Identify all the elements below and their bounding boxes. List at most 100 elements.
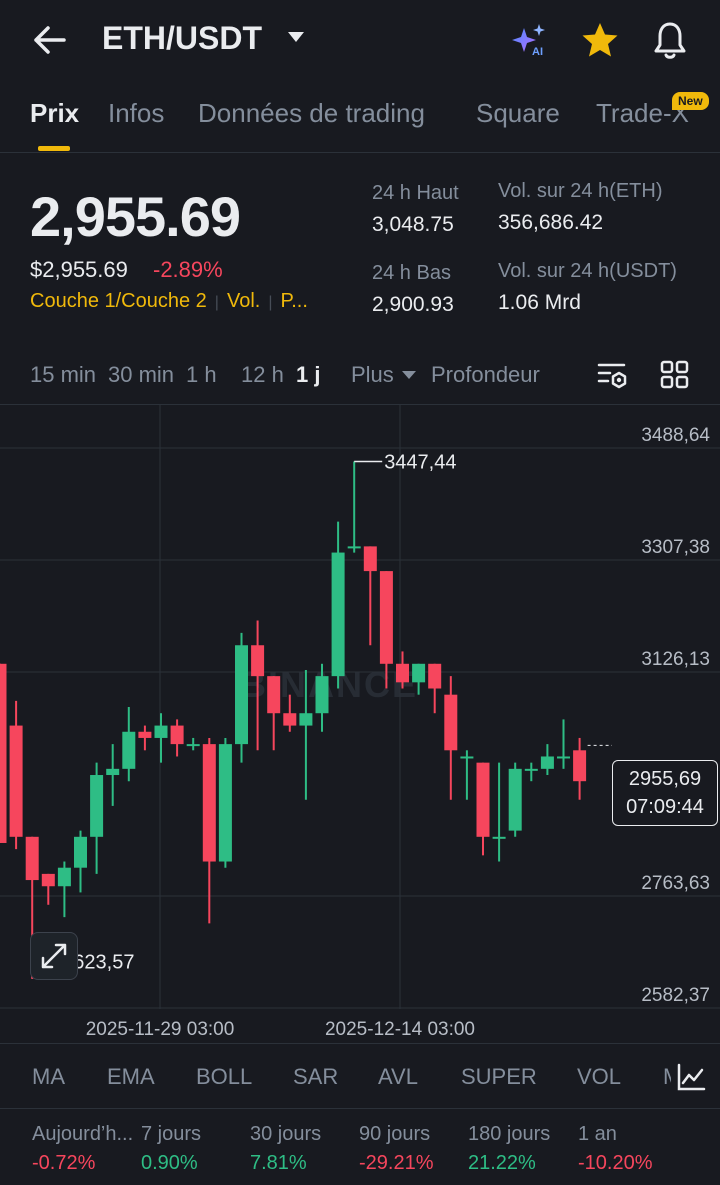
perf-1y-label: 1 an: [578, 1123, 617, 1145]
tag-layer[interactable]: Couche 1/Couche 2: [30, 290, 207, 312]
interval-30min[interactable]: 30 min: [108, 362, 175, 387]
usd-price: $2,955.69: [30, 257, 128, 282]
interval-15min[interactable]: 15 min: [30, 362, 97, 387]
max-price-label: 3447,44: [384, 451, 456, 473]
candle-body: [460, 756, 474, 759]
more-intervals[interactable]: Plus: [351, 362, 394, 387]
tab-infos[interactable]: Infos: [108, 98, 165, 128]
tab-prix[interactable]: Prix: [30, 98, 80, 128]
vol-usdt-value: 1.06 Mrd: [498, 291, 581, 314]
x-tick-label: 2025-11-29 03:00: [86, 1019, 235, 1040]
vol-eth-value: 356,686.42: [498, 211, 604, 234]
high-label: 24 h Haut: [372, 182, 459, 204]
low-label: 24 h Bas: [372, 262, 451, 284]
perf-today-label: Aujourd’h...: [32, 1123, 134, 1145]
candle-body: [106, 768, 120, 776]
candle-body: [170, 725, 184, 745]
candle-body: [235, 645, 248, 745]
high-value: 3,048.75: [372, 213, 454, 236]
fullscreen-button[interactable]: [30, 932, 78, 980]
interval-1d[interactable]: 1 j: [296, 362, 321, 387]
indicator-avl[interactable]: AVL: [378, 1064, 418, 1089]
candle-body: [508, 768, 522, 831]
candle-body: [57, 867, 71, 887]
depth-tab[interactable]: Profondeur: [431, 362, 540, 387]
candle-body: [540, 756, 554, 769]
y-tick-label: 3488,64: [641, 425, 710, 446]
candle-body: [315, 676, 329, 714]
divider: [0, 404, 720, 405]
indicator-boll[interactable]: BOLL: [196, 1064, 253, 1089]
candle-body: [428, 663, 442, 689]
candle-body: [267, 676, 281, 714]
interval-1h[interactable]: 1 h: [186, 362, 217, 387]
candle-countdown: 07:09:44: [626, 796, 704, 818]
chart-settings-icon[interactable]: [596, 358, 630, 392]
indicator-ema[interactable]: EMA: [107, 1064, 155, 1089]
y-tick-label: 3126,13: [641, 649, 710, 670]
perf-7d-label: 7 jours: [141, 1123, 202, 1145]
candle-body: [379, 571, 393, 664]
divider: [0, 152, 720, 153]
perf-30d-value: 7.81%: [250, 1152, 307, 1174]
y-tick-label: 2763,63: [641, 873, 710, 894]
perf-180d-value: 21.22%: [468, 1152, 536, 1174]
y-tick-label: 3307,38: [641, 537, 710, 558]
candle-body: [524, 768, 538, 771]
candle-body: [0, 663, 7, 843]
indicator-settings-icon[interactable]: [676, 1062, 706, 1092]
tag-more[interactable]: P...: [280, 290, 308, 312]
candle-body: [299, 713, 313, 726]
last-price: 2,955.69: [30, 185, 241, 248]
candle-body: [218, 744, 232, 862]
indicator-vol[interactable]: VOL: [577, 1064, 622, 1089]
candle-body: [363, 546, 377, 572]
candle-body: [444, 694, 458, 751]
candle-body: [90, 775, 104, 837]
bell-icon[interactable]: [652, 20, 688, 60]
indicator-more[interactable]: M: [663, 1064, 671, 1090]
perf-180d-label: 180 jours: [468, 1123, 551, 1145]
perf-90d-label: 90 jours: [359, 1123, 431, 1145]
tab-trading-data[interactable]: Données de trading: [198, 98, 425, 128]
candle-body: [154, 725, 168, 738]
vol-usdt-label: Vol. sur 24 h(USDT): [498, 260, 677, 282]
star-icon[interactable]: [580, 20, 620, 60]
indicator-ma[interactable]: MA: [32, 1064, 65, 1089]
interval-12h[interactable]: 12 h: [241, 362, 284, 387]
top-bar: ETH/USDT AI: [0, 0, 720, 80]
chevron-down-icon[interactable]: [402, 371, 416, 379]
indicator-sar[interactable]: SAR: [293, 1064, 339, 1089]
candle-body: [25, 836, 39, 881]
candle-body: [138, 731, 152, 738]
candle-body: [492, 836, 506, 839]
candle-body: [74, 836, 87, 868]
ai-sparkle-icon[interactable]: AI: [510, 22, 550, 58]
candle-body: [41, 873, 55, 887]
pair-title[interactable]: ETH/USDT: [102, 20, 262, 56]
perf-30d-label: 30 jours: [250, 1123, 322, 1145]
expand-icon: [41, 943, 67, 969]
perf-1y-value: -10.20%: [578, 1152, 653, 1174]
active-tab-indicator: [38, 146, 70, 151]
indicator-super[interactable]: SUPER: [461, 1064, 537, 1089]
y-tick-label: 2582,37: [641, 985, 710, 1006]
candle-body: [202, 744, 216, 862]
candle-body: [573, 750, 587, 782]
tab-square[interactable]: Square: [476, 98, 560, 128]
candle-body: [347, 546, 361, 549]
grid-layout-icon[interactable]: [660, 360, 690, 390]
chevron-down-icon[interactable]: [288, 32, 304, 42]
divider: [0, 1043, 720, 1044]
min-price-label: 2623,57: [62, 952, 134, 974]
candlestick-chart[interactable]: 3488,64 3307,38 3126,13 2763,63 2582,37 2025-…: [0, 405, 720, 1045]
category-tags: Couche 1/Couche 2 | Vol. | P...: [30, 290, 308, 312]
low-value: 2,900.93: [372, 293, 454, 316]
candle-body: [251, 645, 265, 677]
back-arrow-icon[interactable]: [30, 22, 70, 58]
new-badge: New: [672, 92, 709, 110]
tag-vol[interactable]: Vol.: [226, 290, 261, 312]
current-price-tag: 2955,69 07:09:44: [612, 760, 718, 826]
svg-text:AI: AI: [532, 46, 543, 58]
candle-body: [9, 725, 23, 837]
